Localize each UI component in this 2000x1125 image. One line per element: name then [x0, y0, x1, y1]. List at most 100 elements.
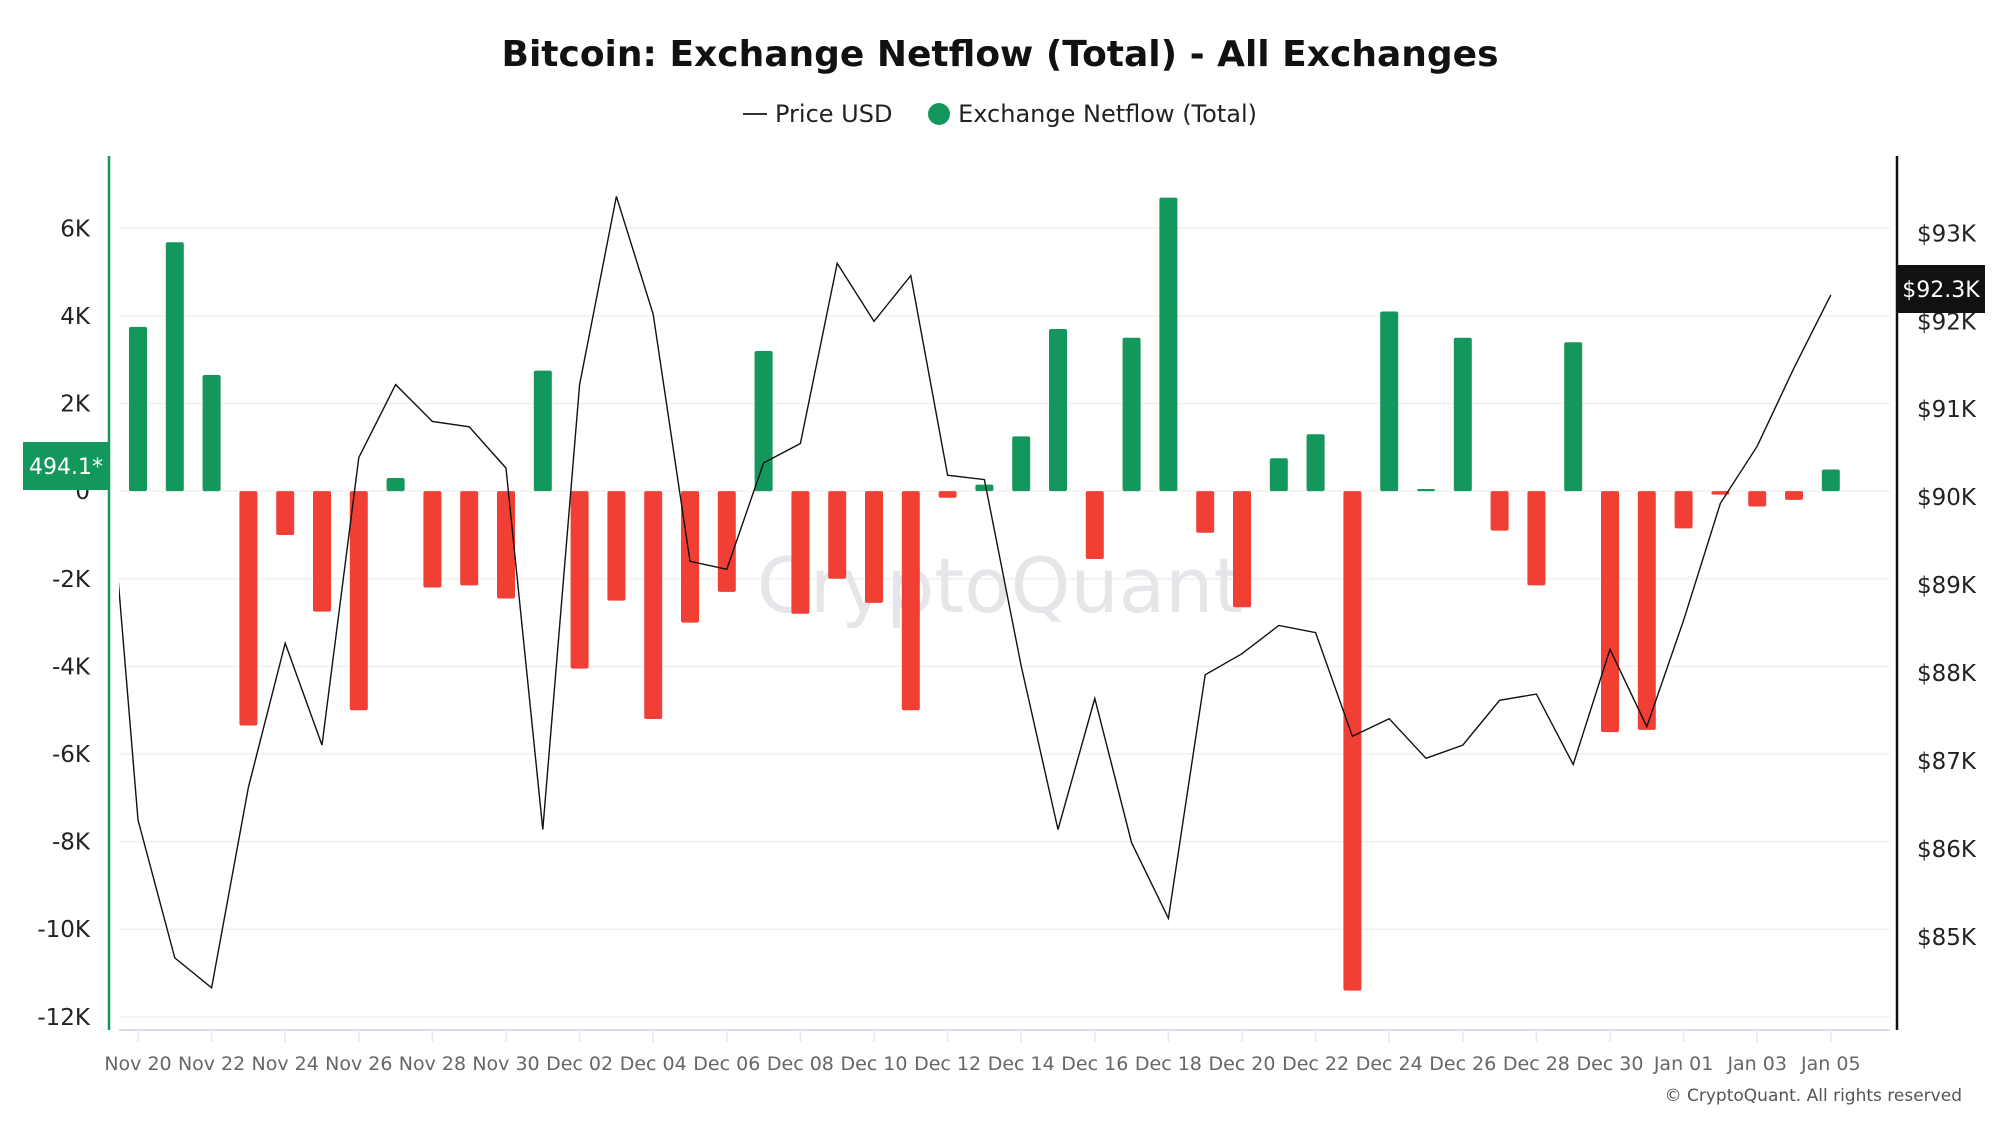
netflow-bar — [202, 375, 221, 492]
x-tick-label: Nov 24 — [252, 1053, 319, 1075]
netflow-bar — [901, 491, 920, 711]
netflow-bar — [460, 491, 479, 586]
netflow-bar — [239, 491, 258, 726]
right-tick-label: $91K — [1917, 397, 1977, 423]
right-tick-label: $88K — [1917, 661, 1977, 687]
left-tick-label: -4K — [52, 654, 91, 680]
left-tick-label: -6K — [52, 742, 91, 768]
copyright: © CryptoQuant. All rights reserved — [1664, 1086, 1962, 1106]
x-tick-label: Jan 03 — [1726, 1053, 1787, 1075]
netflow-bar — [717, 491, 736, 592]
netflow-bar — [1527, 491, 1546, 586]
right-tick-label: $93K — [1917, 221, 1977, 247]
netflow-last-badge — [23, 442, 109, 490]
x-tick-label: Dec 30 — [1577, 1053, 1644, 1075]
x-tick-label: Dec 14 — [988, 1053, 1055, 1075]
netflow-bar — [1122, 337, 1141, 492]
netflow-bar — [313, 491, 331, 612]
x-tick-label: Dec 12 — [914, 1053, 981, 1075]
x-tick-label: Dec 26 — [1429, 1053, 1496, 1075]
netflow-bar — [497, 491, 515, 599]
legend-label-netflow: Exchange Netflow (Total) — [958, 99, 1257, 128]
legend: Price USD Exchange Netflow (Total) — [0, 98, 2000, 128]
legend-item-netflow[interactable]: Exchange Netflow (Total) — [900, 99, 1257, 128]
x-tick-label: Nov 30 — [472, 1053, 539, 1075]
netflow-bar — [865, 491, 883, 603]
x-tick-label: Nov 20 — [104, 1053, 171, 1075]
x-tick-label: Dec 10 — [841, 1053, 908, 1075]
netflow-bar — [1785, 491, 1803, 500]
left-tick-label: -2K — [52, 567, 91, 593]
netflow-bar — [1306, 434, 1325, 492]
netflow-bar — [1012, 436, 1031, 492]
x-tick-label: Nov 28 — [399, 1053, 466, 1075]
price-last-badge — [1897, 265, 1985, 313]
right-tick-label: $85K — [1917, 925, 1977, 951]
netflow-bar — [1233, 491, 1251, 608]
chart-title: Bitcoin: Exchange Netflow (Total) - All … — [501, 34, 1499, 75]
left-tick-label: 6K — [60, 216, 91, 242]
netflow-bar — [1085, 491, 1104, 560]
netflow-bar — [1711, 491, 1730, 495]
x-tick-label: Dec 28 — [1503, 1053, 1570, 1075]
x-tick-label: Dec 02 — [546, 1053, 613, 1075]
netflow-bar — [754, 350, 773, 492]
netflow-bar — [423, 491, 442, 588]
right-tick-label: $90K — [1917, 485, 1977, 511]
right-tick-label: $86K — [1917, 837, 1977, 863]
netflow-bar — [1674, 491, 1693, 529]
netflow-bar — [1490, 491, 1509, 531]
left-tick-label: -10K — [37, 917, 91, 943]
x-tick-label: Nov 26 — [325, 1053, 392, 1075]
netflow-last-value: 494.1* — [29, 455, 103, 480]
netflow-bar — [1380, 311, 1399, 492]
netflow-bar — [1601, 491, 1619, 733]
netflow-bar — [1269, 458, 1288, 492]
netflow-bar — [1049, 329, 1067, 492]
netflow-bar — [1748, 491, 1767, 507]
netflow-bar — [1453, 337, 1472, 492]
x-tick-label: Dec 24 — [1356, 1053, 1423, 1075]
dot-swatch-icon — [928, 102, 951, 125]
netflow-bar — [607, 491, 626, 601]
x-tick-label: Dec 18 — [1135, 1053, 1202, 1075]
right-tick-label: $89K — [1917, 573, 1977, 599]
netflow-bar — [791, 491, 810, 614]
left-tick-label: 2K — [60, 392, 91, 418]
netflow-bar — [828, 491, 847, 579]
legend-item-price[interactable]: Price USD — [743, 99, 900, 128]
x-tick-label: Dec 04 — [620, 1053, 687, 1075]
x-tick-label: Jan 05 — [1800, 1053, 1861, 1075]
netflow-bar — [1159, 197, 1178, 492]
x-tick-label: Dec 22 — [1282, 1053, 1349, 1075]
netflow-bar — [938, 491, 957, 498]
netflow-bar — [386, 478, 405, 492]
left-tick-label: -12K — [37, 1005, 91, 1031]
left-tick-label: 4K — [60, 304, 91, 330]
netflow-bar — [349, 491, 368, 711]
right-tick-label: $87K — [1917, 749, 1977, 775]
netflow-bar — [1417, 488, 1435, 492]
x-tick-label: Dec 06 — [693, 1053, 760, 1075]
line-swatch-icon — [743, 112, 767, 115]
left-tick-label: -8K — [52, 830, 91, 856]
price-last-value: $92.3K — [1902, 278, 1980, 303]
x-tick-label: Dec 16 — [1061, 1053, 1128, 1075]
netflow-bar — [1196, 491, 1215, 533]
netflow-bar — [975, 484, 994, 492]
x-tick-label: Dec 08 — [767, 1053, 834, 1075]
netflow-bar — [1564, 342, 1583, 492]
x-tick-label: Nov 22 — [178, 1053, 245, 1075]
netflow-bar — [570, 491, 589, 669]
netflow-bar — [165, 242, 184, 492]
netflow-bar — [533, 370, 552, 492]
x-tick-label: Jan 01 — [1653, 1053, 1714, 1075]
netflow-bar — [1637, 491, 1656, 730]
x-tick-label: Dec 20 — [1209, 1053, 1276, 1075]
right-tick-label: $92K — [1917, 309, 1977, 335]
netflow-bar — [1821, 469, 1840, 492]
netflow-bar — [129, 326, 147, 492]
netflow-bar — [644, 491, 663, 719]
netflow-bar — [276, 491, 295, 535]
